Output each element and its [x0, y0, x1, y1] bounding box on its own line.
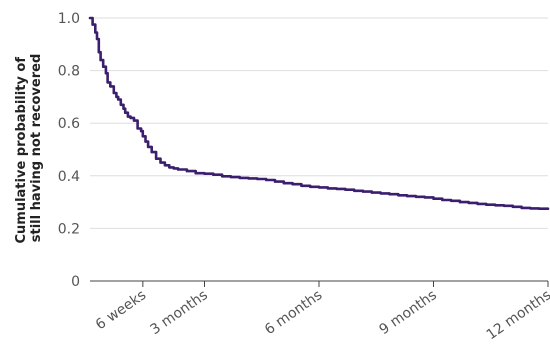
survival-curve	[88, 16, 550, 210]
x-tick-label: 6 months	[262, 287, 325, 338]
y-tick-label: 0.8	[58, 64, 80, 80]
y-tick-label: 0.2	[58, 221, 80, 237]
y-axis-title: Cumulative probability of still having n…	[14, 52, 44, 243]
y-axis-title-line-2: still having not recovered	[29, 54, 44, 243]
y-tick-label: 0.4	[58, 169, 80, 185]
x-tick-label: 6 weeks	[93, 287, 149, 333]
y-tick-labels: 0 0.2 0.4 0.6 0.8 1.0	[58, 11, 80, 290]
gridlines	[90, 17, 548, 229]
x-tick-label: 3 months	[147, 287, 210, 338]
y-tick-label: 1.0	[58, 11, 80, 27]
y-axis-title-line-1: Cumulative probability of	[14, 57, 29, 244]
x-axis	[90, 280, 549, 287]
y-tick-label: 0.6	[58, 116, 80, 132]
x-tick-label: 9 months	[376, 287, 439, 338]
x-tick-label: 12 months	[484, 287, 550, 343]
series-layer	[88, 16, 550, 210]
y-tick-label: 0	[71, 274, 80, 290]
